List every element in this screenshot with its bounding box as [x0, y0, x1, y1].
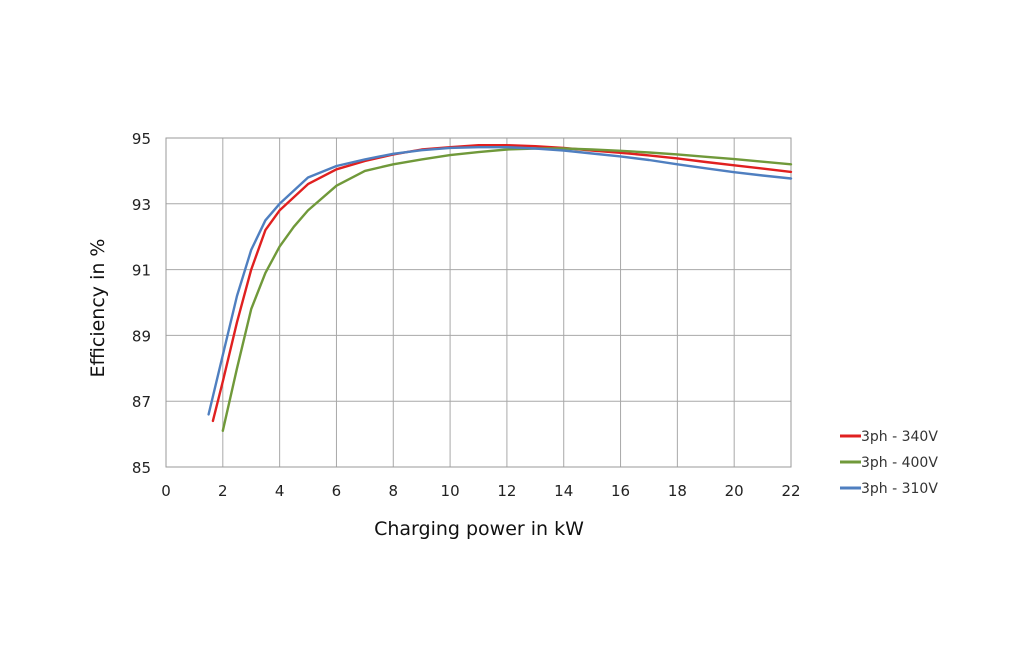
- series-line-3: [207, 146, 793, 416]
- y-tick-label: 95: [132, 130, 151, 148]
- grid: [165, 137, 792, 468]
- x-tick-label: 0: [161, 482, 171, 500]
- y-axis-title: Efficiency in %: [87, 239, 109, 378]
- x-axis-title: Charging power in kW: [374, 518, 584, 540]
- legend-label: 3ph - 400V: [861, 455, 938, 471]
- x-axis-ticks: 0 2 4 6 8 10 12 14 16 18 20 22: [161, 482, 800, 500]
- x-tick-label: 22: [781, 482, 800, 500]
- legend-label: 3ph - 340V: [861, 429, 938, 445]
- x-tick-label: 12: [497, 482, 516, 500]
- legend: 3ph - 340V 3ph - 400V 3ph - 310V: [840, 429, 938, 497]
- x-tick-label: 14: [554, 482, 573, 500]
- x-tick-label: 16: [611, 482, 630, 500]
- legend-label: 3ph - 310V: [861, 481, 938, 497]
- series-line-2: [221, 147, 793, 432]
- y-tick-label: 91: [132, 262, 151, 280]
- x-tick-label: 6: [332, 482, 342, 500]
- y-tick-label: 87: [132, 393, 151, 411]
- x-tick-label: 18: [668, 482, 687, 500]
- x-tick-label: 20: [725, 482, 744, 500]
- series-lines: [207, 144, 793, 432]
- x-tick-label: 4: [275, 482, 285, 500]
- x-tick-label: 10: [441, 482, 460, 500]
- x-tick-label: 2: [218, 482, 228, 500]
- y-tick-label: 89: [132, 327, 151, 345]
- y-tick-label: 93: [132, 196, 151, 214]
- y-tick-label: 85: [132, 459, 151, 477]
- y-axis-ticks: 85 87 89 91 93 95: [132, 130, 151, 477]
- plot-frame: [165, 137, 792, 468]
- x-tick-label: 8: [388, 482, 398, 500]
